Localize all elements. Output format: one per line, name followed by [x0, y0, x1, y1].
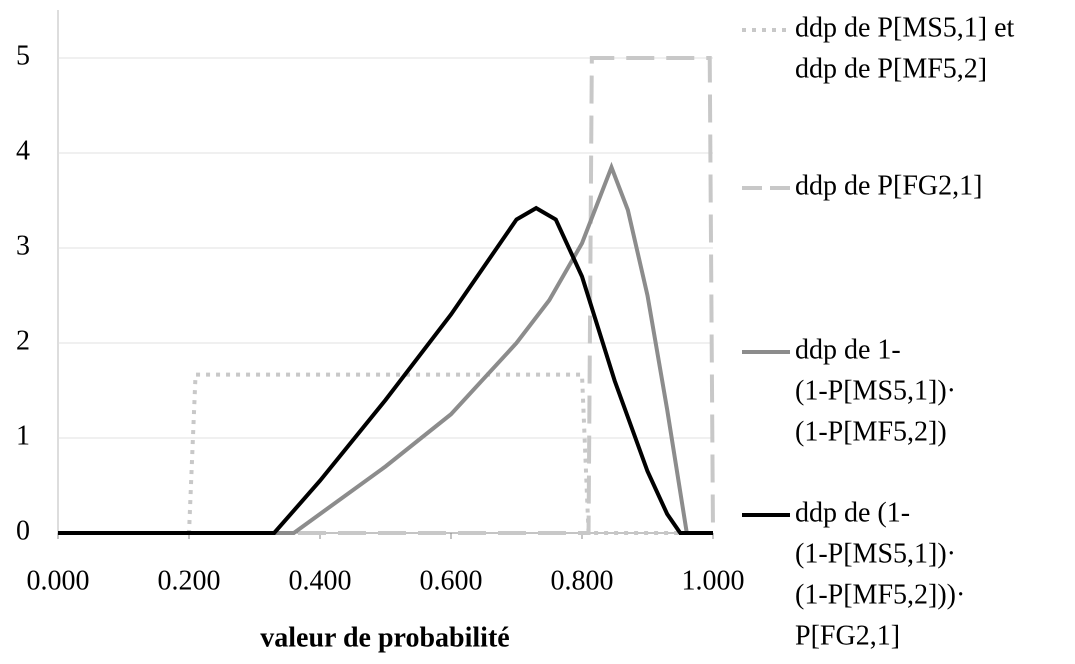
- legend-label: P[FG2,1]: [795, 620, 900, 651]
- legend-label: ddp de P[MF5,2]: [795, 53, 987, 84]
- legend-label: (1-P[MS5,1])·: [795, 538, 956, 569]
- y-tick-label: 1: [16, 420, 30, 451]
- legend-label: ddp de (1-: [795, 497, 910, 528]
- y-tick-label: 5: [16, 40, 30, 71]
- x-tick-label: 0.800: [551, 565, 614, 596]
- x-tick-label: 0.400: [289, 565, 352, 596]
- x-tick-label: 0.600: [420, 565, 483, 596]
- series-line: [58, 161, 713, 535]
- x-tick-label: 1.000: [682, 565, 745, 596]
- series-line: [58, 56, 715, 535]
- y-tick-label: 3: [16, 230, 30, 261]
- y-tick-label: 2: [16, 325, 30, 356]
- x-tick-label: 0.200: [158, 565, 221, 596]
- legend-label: (1-P[MF5,2]))·: [795, 579, 965, 610]
- x-tick-label: 0.000: [27, 565, 90, 596]
- y-tick-label: 4: [16, 135, 30, 166]
- series-line: [58, 372, 713, 535]
- legend-label: (1-P[MS5,1])·: [795, 375, 956, 406]
- y-tick-label: 0: [16, 515, 30, 546]
- legend-label: ddp de 1-: [795, 334, 901, 365]
- legend-label: (1-P[MF5,2]): [795, 416, 947, 447]
- legend-label: ddp de P[FG2,1]: [795, 170, 982, 201]
- legend-label: ddp de P[MS5,1] et: [795, 12, 1015, 43]
- x-axis-label: valeur de probabilité: [260, 622, 509, 653]
- series-line: [58, 205, 713, 535]
